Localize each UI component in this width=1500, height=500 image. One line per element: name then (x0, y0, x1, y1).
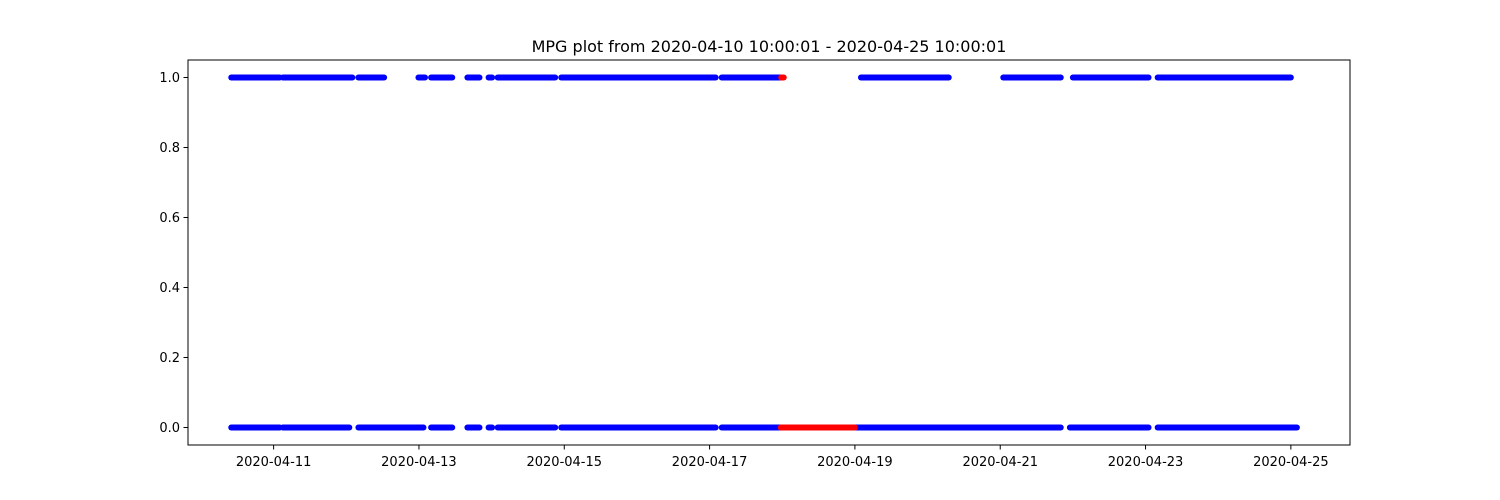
plot-area-frame (187, 59, 1351, 446)
y-tick-label-5: 1.0 (159, 71, 180, 86)
y-tick-label-1: 0.2 (159, 351, 180, 366)
chart-title: MPG plot from 2020-04-10 10:00:01 - 2020… (532, 37, 1007, 56)
x-tick-label-6: 2020-04-23 (1108, 455, 1184, 470)
x-tick-label-0: 2020-04-11 (236, 455, 312, 470)
x-tick-label-2: 2020-04-15 (526, 455, 602, 470)
y-tick-label-4: 0.8 (159, 141, 180, 156)
x-tick-label-1: 2020-04-13 (381, 455, 457, 470)
x-tick-label-7: 2020-04-25 (1253, 455, 1329, 470)
x-tick-label-5: 2020-04-21 (962, 455, 1038, 470)
x-axis: 2020-04-11 2020-04-13 2020-04-15 2020-04-17… (236, 445, 1329, 470)
y-tick-label-3: 0.6 (159, 211, 180, 226)
data-segments (228, 74, 1300, 431)
y-axis: 0.0 0.2 0.4 0.6 0.8 1.0 (159, 71, 188, 436)
y-tick-label-0: 0.0 (159, 421, 180, 436)
x-tick-label-3: 2020-04-17 (672, 455, 748, 470)
x-tick-label-4: 2020-04-19 (817, 455, 893, 470)
y-tick-label-2: 0.4 (159, 281, 180, 296)
